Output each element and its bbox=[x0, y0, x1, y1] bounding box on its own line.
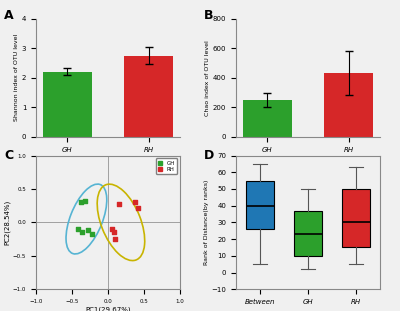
Bar bbox=[242, 100, 292, 137]
Point bbox=[116, 201, 122, 206]
Text: B: B bbox=[204, 9, 214, 22]
Y-axis label: Chao index of OTU level: Chao index of OTU level bbox=[205, 40, 210, 116]
Point bbox=[82, 198, 88, 203]
Text: A: A bbox=[4, 9, 14, 22]
Text: D: D bbox=[204, 149, 214, 162]
PathPatch shape bbox=[246, 181, 274, 229]
Y-axis label: Shannon index of OTU level: Shannon index of OTU level bbox=[14, 34, 19, 121]
Y-axis label: PC2(28.54%): PC2(28.54%) bbox=[4, 200, 10, 245]
Point bbox=[85, 228, 91, 233]
Legend: GH, RH: GH, RH bbox=[156, 158, 177, 174]
Point bbox=[112, 237, 118, 242]
Point bbox=[78, 200, 84, 205]
Y-axis label: Rank of Distance(by ranks): Rank of Distance(by ranks) bbox=[204, 180, 209, 265]
Point bbox=[79, 230, 85, 235]
PathPatch shape bbox=[294, 211, 322, 256]
X-axis label: PC1(29.67%): PC1(29.67%) bbox=[85, 307, 131, 311]
PathPatch shape bbox=[342, 189, 370, 248]
Point bbox=[135, 205, 142, 210]
Bar bbox=[124, 56, 174, 137]
Point bbox=[110, 230, 117, 235]
Point bbox=[108, 226, 115, 231]
Text: C: C bbox=[4, 149, 14, 162]
Point bbox=[132, 200, 138, 205]
Point bbox=[89, 232, 95, 237]
Bar bbox=[42, 72, 92, 137]
Point bbox=[74, 226, 81, 231]
Bar bbox=[324, 73, 374, 137]
